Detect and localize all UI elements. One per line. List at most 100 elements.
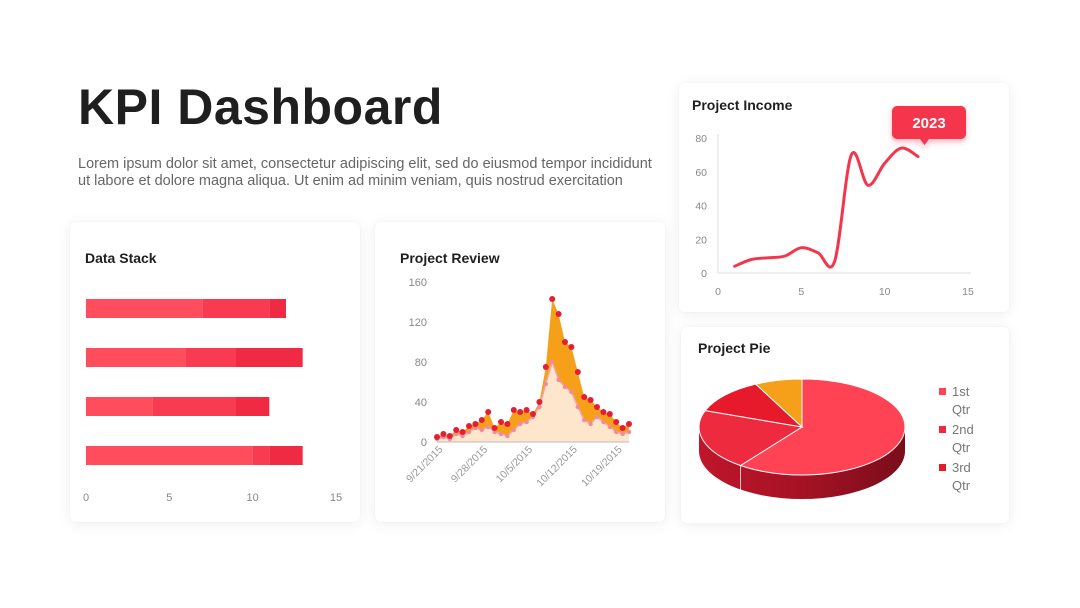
stack-x-tick-10: 10 [247,492,259,504]
review-point-lower-19 [556,377,561,383]
project-pie-card: Project Pie 1st Qtr 2nd Qtr 3rd Qtr [681,327,1009,523]
review-point-lower-20 [562,384,568,390]
review-y-tick-0: 0 [421,437,427,449]
review-point-lower-30 [626,429,632,435]
review-point-upper-12 [510,407,517,413]
review-point-upper-28 [613,419,620,425]
review-point-upper-15 [530,411,536,417]
review-point-upper-13 [517,409,524,415]
pie-legend-swatch [939,388,946,395]
review-point-lower-16 [537,404,542,410]
review-area-lower [437,362,629,442]
income-year-badge: 2023 [892,106,966,145]
review-point-upper-7 [478,417,485,423]
income-y-tick-60: 60 [695,167,707,179]
review-x-tick-15: 10/5/2015 [494,444,536,486]
pie-legend: 1st Qtr 2nd Qtr 3rd Qtr [939,383,980,497]
stack-bar-2-seg-3 [236,348,303,367]
review-point-lower-22 [575,404,580,410]
data-stack-card: Data Stack 0 5 10 15 [70,222,360,522]
review-point-lower-18 [550,359,555,365]
project-pie-title: Project Pie [698,340,771,356]
review-point-lower-9 [492,429,497,435]
pie-legend-label: 3rd Qtr [952,460,971,493]
review-point-lower-25 [594,414,600,420]
stack-bar-1-seg-1 [86,299,203,318]
review-x-tick-29: 10/19/2015 [579,444,625,490]
data-stack-chart: 0 5 10 15 [83,299,342,504]
review-point-upper-8 [485,409,492,415]
project-income-chart: 0 20 40 60 80 0 5 10 15 [695,133,974,298]
review-point-lower-4 [460,433,465,439]
review-point-upper-22 [574,369,581,375]
review-point-upper-4 [459,429,466,435]
pie-legend-label: 2nd Qtr [952,422,974,455]
review-x-tick-8: 9/28/2015 [449,444,491,486]
stack-bar-4-seg-1 [86,446,253,465]
review-point-lower-5 [466,429,472,435]
review-point-upper-19 [555,311,562,317]
review-point-lower-14 [524,419,529,425]
review-point-upper-9 [491,425,498,431]
review-point-lower-13 [518,421,523,427]
stack-x-tick-0: 0 [83,492,89,504]
stack-bar-4-seg-2 [252,446,270,465]
stack-bar-2-seg-1 [86,348,186,367]
review-point-upper-2 [446,433,453,439]
pie-slice-3 [704,383,804,428]
page-subtitle: Lorem ipsum dolor sit amet, consectetur … [78,156,652,189]
review-y-tick-80: 80 [415,357,427,369]
review-point-lower-3 [454,431,459,437]
review-point-lower-29 [620,431,625,437]
review-point-lower-21 [569,389,574,395]
review-point-upper-17 [542,364,549,370]
review-point-lower-10 [498,431,504,437]
income-y-tick-20: 20 [695,234,707,246]
review-y-tick-160: 160 [409,277,427,289]
review-point-upper-20 [562,339,568,345]
data-stack-title: Data Stack [85,250,157,266]
income-x-tick-0: 0 [715,286,721,298]
review-x-tick-22: 10/12/2015 [534,444,580,490]
pie-side-wall [699,427,905,499]
review-area-upper [437,299,629,442]
stack-bar-4-seg-3 [269,446,303,465]
pie-legend-item: 1st Qtr [939,383,980,419]
income-y-tick-40: 40 [695,201,707,213]
page-title: KPI Dashboard [78,79,443,135]
pie-slice-2 [698,410,804,467]
review-x-tick-1: 9/21/2015 [404,444,446,486]
review-point-upper-29 [619,425,626,431]
review-point-lower-7 [479,427,484,433]
review-point-upper-25 [594,404,600,410]
stack-bar-2-seg-2 [186,348,236,367]
review-point-upper-26 [600,409,607,415]
review-point-lower-8 [486,424,491,430]
review-y-tick-120: 120 [409,317,427,329]
review-point-upper-10 [498,419,504,425]
income-x-tick-10: 10 [879,286,891,298]
pie-legend-item: 3rd Qtr [939,459,980,495]
review-y-tick-40: 40 [415,397,427,409]
income-x-tick-5: 5 [798,286,804,298]
income-x-tick-15: 15 [962,286,974,298]
review-point-upper-16 [536,399,543,405]
review-point-upper-6 [472,421,479,427]
stack-x-tick-5: 5 [166,492,172,504]
pie-legend-swatch [939,464,946,471]
review-point-lower-6 [473,425,478,431]
pie-slice-1 [739,378,906,476]
review-point-lower-28 [614,429,619,435]
review-point-upper-11 [504,421,511,427]
stack-bar-3-seg-2 [152,397,236,416]
stack-bar-1-seg-2 [202,299,270,318]
review-point-upper-5 [466,423,472,429]
income-y-tick-80: 80 [695,133,707,145]
pie-slice-4 [754,378,803,429]
review-point-lower-12 [511,427,516,433]
review-point-upper-1 [440,431,447,437]
review-point-upper-3 [453,427,460,433]
review-point-upper-24 [587,397,594,403]
review-point-upper-0 [434,434,440,440]
